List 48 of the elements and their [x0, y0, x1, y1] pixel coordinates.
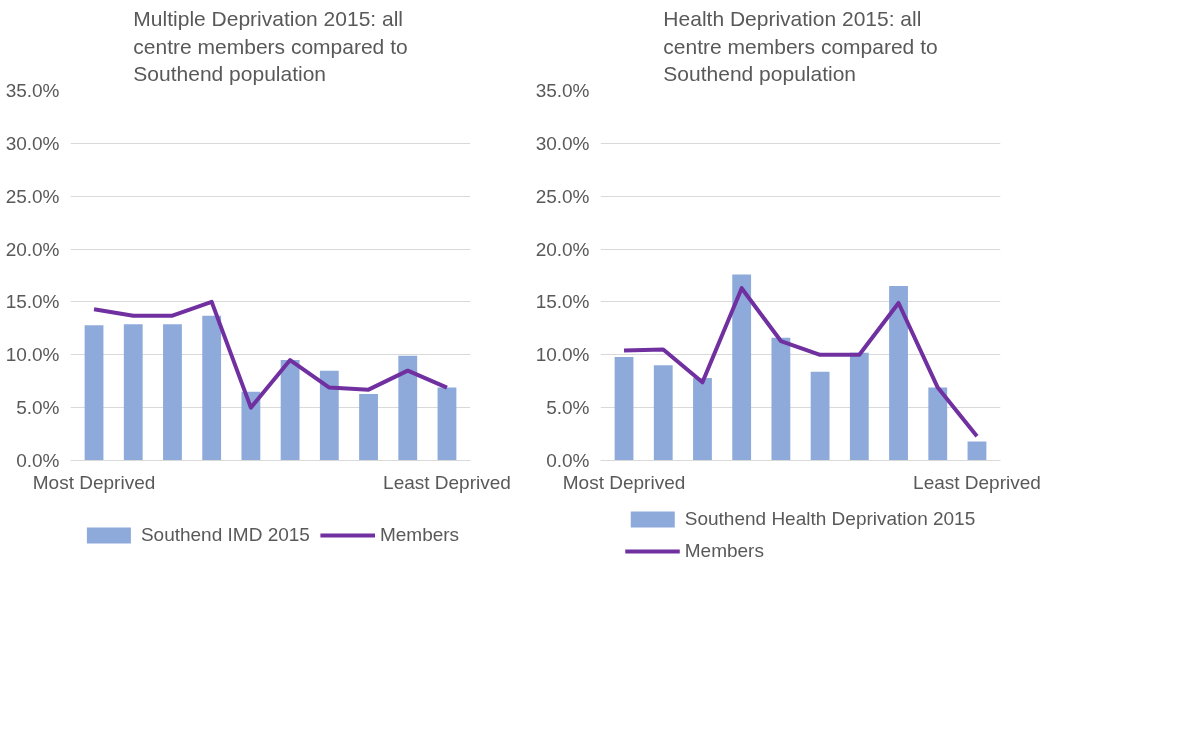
x-tick-label: Least Deprived — [383, 471, 511, 493]
legend-label: Southend IMD 2015 — [140, 524, 310, 546]
y-tick-label: 35.0% — [535, 80, 590, 101]
bar — [614, 356, 634, 461]
line-series — [92, 299, 449, 410]
bar — [280, 360, 300, 461]
y-tick-label: 20.0% — [5, 238, 60, 260]
bar — [437, 387, 457, 461]
bar — [967, 441, 987, 461]
y-tick-label: 25.0% — [535, 185, 590, 207]
x-tick-label: Most Deprived — [562, 471, 686, 493]
y-tick-label: 30.0% — [535, 132, 590, 154]
bar — [202, 315, 222, 461]
bar — [889, 286, 908, 461]
y-tick-label: 5.0% — [546, 397, 590, 419]
y-tick-label: 20.0% — [535, 238, 590, 260]
bar — [693, 378, 712, 461]
bar — [163, 324, 182, 461]
bar — [359, 393, 378, 461]
legend-label: Members — [684, 540, 764, 562]
x-tick-label: Least Deprived — [913, 471, 1041, 493]
bar — [319, 370, 339, 461]
bar — [849, 352, 869, 461]
y-tick-label: 25.0% — [5, 185, 60, 207]
y-tick-label: 30.0% — [5, 132, 60, 154]
bar — [653, 365, 673, 461]
bar — [771, 337, 791, 461]
chart-title: Multiple Deprivation 2015: all centre members compared to Southend population — [133, 7, 408, 86]
y-tick-label: 5.0% — [16, 397, 60, 419]
bar — [928, 387, 948, 461]
y-tick-label: 10.0% — [5, 344, 60, 366]
y-tick-label: 10.0% — [535, 344, 590, 366]
y-tick-label: 35.0% — [5, 80, 60, 101]
bar — [241, 391, 261, 461]
y-tick-label: 15.0% — [5, 291, 60, 313]
y-tick-label: 0.0% — [16, 450, 60, 471]
bar — [398, 355, 418, 461]
x-tick-label: Most Deprived — [32, 471, 156, 493]
bar — [84, 325, 104, 461]
chart-title: Health Deprivation 2015: all centre members compared to Southend population — [663, 7, 938, 86]
y-tick-label: 15.0% — [535, 291, 590, 313]
bar — [732, 274, 752, 461]
bar — [810, 371, 830, 461]
legend-label: Members — [379, 524, 460, 546]
legend-label: Southend Health Deprivation 2015 — [684, 508, 976, 530]
y-tick-label: 0.0% — [546, 450, 590, 471]
bar — [123, 324, 143, 461]
line-series — [622, 286, 979, 439]
